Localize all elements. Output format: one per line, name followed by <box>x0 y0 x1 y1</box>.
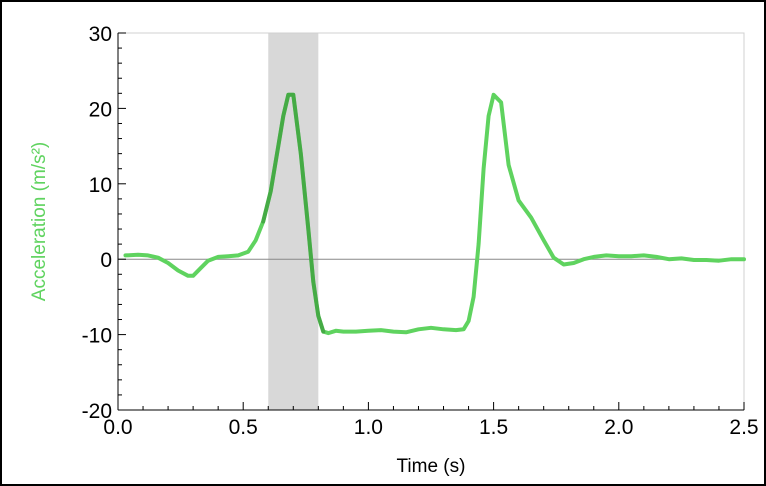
series-group <box>123 92 746 336</box>
y-axis-title: Acceleration (m/s²) <box>29 142 50 301</box>
x-tick-label: 0.0 <box>103 416 132 439</box>
y-tick-label: 10 <box>89 174 112 197</box>
plot-area <box>118 33 744 410</box>
tick-marks <box>117 32 745 411</box>
y-tick-label: -20 <box>82 400 112 423</box>
x-tick-label: 2.0 <box>604 416 633 439</box>
y-tick-label: 20 <box>89 98 112 121</box>
y-tick-label: 0 <box>100 249 112 272</box>
x-axis-title: Time (s) <box>397 456 466 477</box>
x-tick-label: 1.0 <box>354 416 383 439</box>
x-tick-label: 1.5 <box>479 416 508 439</box>
y-tick-label: -10 <box>82 325 112 348</box>
axes <box>117 33 744 411</box>
y-tick-label: 30 <box>89 23 112 46</box>
highlight-region <box>268 33 319 410</box>
x-tick-label: 2.5 <box>729 416 758 439</box>
x-tick-label: 0.5 <box>229 416 258 439</box>
tick-labels: 30 20 10 0 -10 -200.0 0.5 1.0 1.5 2.0 2.5 <box>82 23 759 439</box>
